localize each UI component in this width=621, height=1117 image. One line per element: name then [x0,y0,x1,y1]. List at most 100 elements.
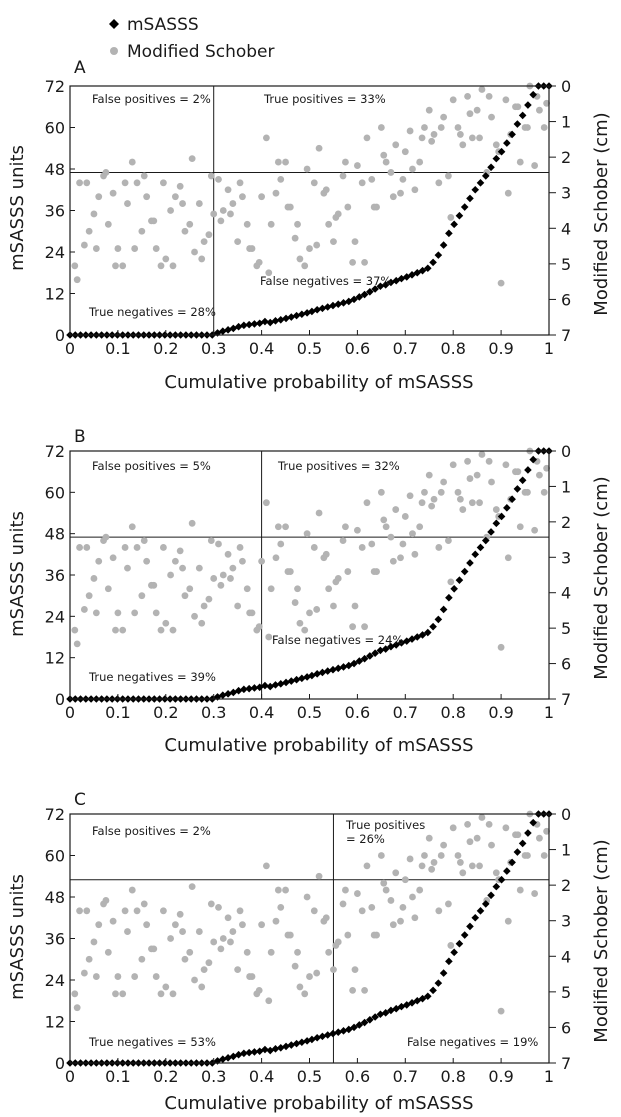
schober-point [258,557,265,565]
schober-point [437,124,445,131]
msasss-point [245,684,253,693]
x-tick-label: 0 [65,1067,75,1086]
y2-tick-label: 7 [561,326,571,345]
schober-point [497,279,505,287]
schober-point [313,606,321,613]
schober-point [397,189,404,197]
schober-point [205,231,213,239]
y2-tick-label: 1 [561,113,571,132]
x-ticks: 0 0.1 0.2 0.3 0.4 0.5 0.6 0.7 0.8 0.9 1 [65,1058,554,1086]
y2-tick-label: 7 [561,1054,571,1073]
schober-point [516,158,524,166]
schober-point [476,862,483,870]
schober-point [339,172,347,180]
schober-points [71,447,551,651]
schober-point [267,220,275,228]
schober-point [392,869,400,877]
legend-schober-label: Modified Schober [127,42,275,62]
msasss-point [282,314,290,323]
msasss-point [261,681,269,690]
msasss-point [481,172,490,180]
schober-point [315,509,323,517]
schober-point [291,599,299,606]
x-tick-label: 0.9 [488,703,513,722]
schober-point [325,220,333,228]
schober-point [536,834,543,842]
schober-point [205,959,213,967]
msasss-point [424,992,432,1001]
schober-point [504,189,512,197]
schober-point [282,523,289,531]
y-tick-label: 72 [45,805,65,824]
annotation-true-negatives: True negatives = 53% [88,1035,216,1049]
x-tick-label: 0.3 [201,1067,226,1086]
schober-point [102,169,110,176]
msasss-point [513,848,522,856]
schober-point [140,900,148,908]
schober-point [133,179,141,187]
schober-point [332,942,340,949]
schober-point [112,990,119,998]
schober-point [409,530,416,538]
schober-point [150,945,158,953]
msasss-point [323,1031,332,1039]
schober-point [468,134,476,142]
schober-point [272,189,280,197]
schober-point [363,862,371,870]
schober-point [227,210,234,218]
schober-point [224,550,232,558]
msasss-point [339,1027,348,1035]
schober-point [181,227,189,235]
schober-point [531,890,539,897]
schober-point [306,245,313,252]
msasss-point [408,271,416,279]
schober-point [109,554,117,562]
schober-point [389,557,397,565]
annotation-true-negatives: True negatives = 28% [88,305,216,319]
schober-point [157,262,165,270]
schober-point [282,158,289,166]
schober-point [543,464,551,472]
plot-frame [69,85,550,336]
msasss-point [397,1002,406,1011]
schober-point [124,564,131,572]
legend-msasss-label: mSASSS [127,15,199,35]
msasss-point [413,633,422,641]
schober-point [171,921,179,929]
schober-point [104,585,112,593]
msasss-point [371,285,379,293]
msasss-point [366,287,374,296]
schober-point [277,903,285,911]
schober-point [382,158,390,166]
schober-point [449,824,457,832]
msasss-point [266,318,275,327]
schober-point [157,990,165,998]
schober-point [160,907,167,915]
y-tick-label: 12 [45,649,65,668]
x-tick-label: 0.7 [393,703,418,722]
schober-point [236,907,244,915]
schober-point [109,917,117,925]
schober-point [282,886,289,894]
msasss-point [413,996,422,1005]
msasss-point [397,274,406,283]
x-axis-title: Cumulative probability of mSASSS [164,1093,473,1114]
schober-point [215,540,222,548]
msasss-point [518,839,527,848]
schober-point [409,893,416,901]
schober-point [255,986,263,994]
msasss-point [271,681,280,689]
x-tick-label: 0.2 [153,703,178,722]
msasss-point [439,241,448,249]
y2-tick-label: 4 [561,947,571,966]
schober-point [531,526,539,534]
schober-point [392,506,400,513]
schober-point [243,585,251,593]
msasss-point [224,1054,232,1062]
schober-point [258,193,265,201]
y2-tick-label: 4 [561,584,571,603]
schober-point [349,258,357,266]
plot-frame [69,450,550,700]
schober-point [138,227,146,235]
